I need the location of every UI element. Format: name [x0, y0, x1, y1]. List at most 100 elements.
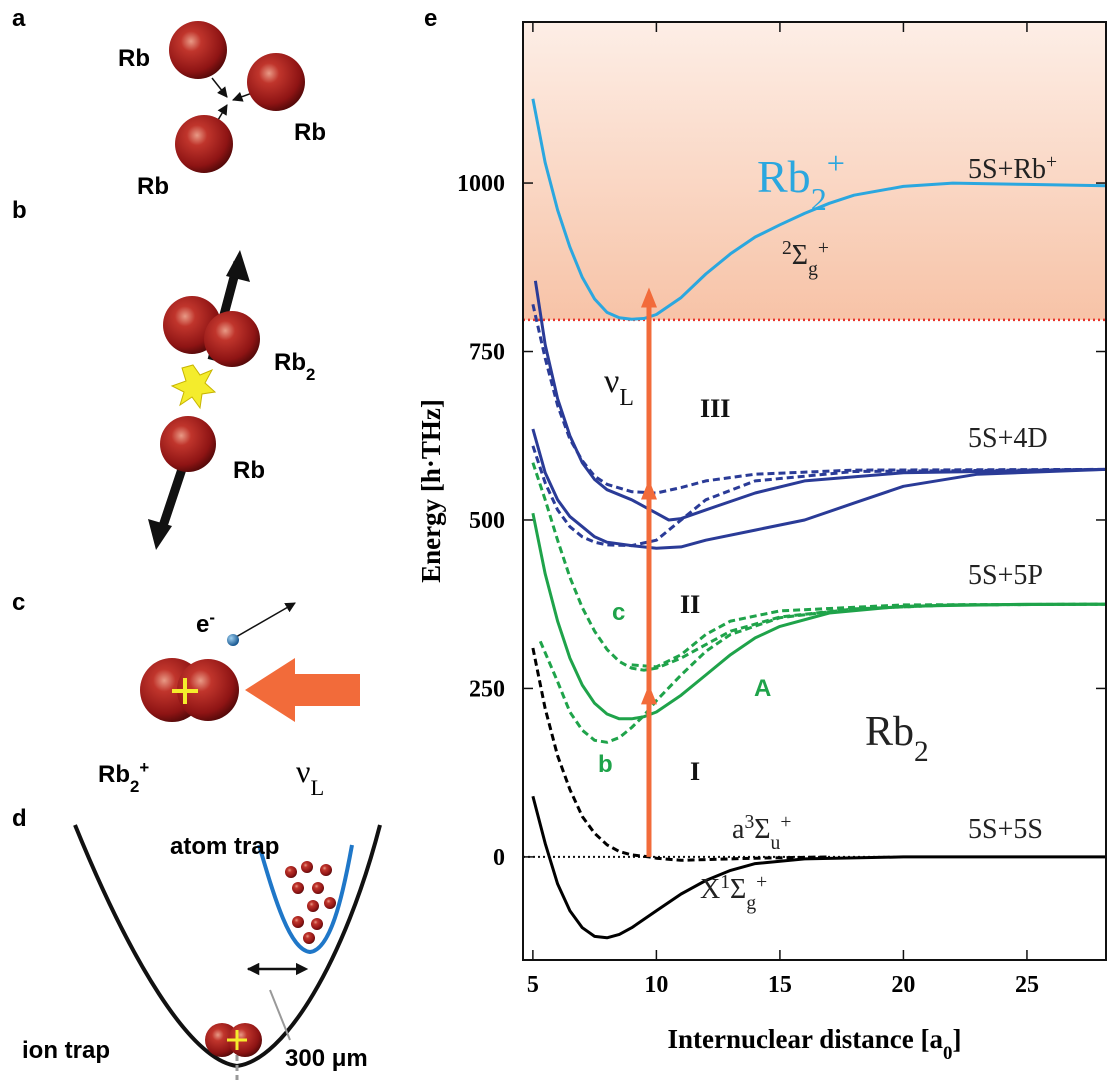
atom — [247, 53, 305, 111]
atom — [160, 416, 216, 472]
arrow — [155, 458, 190, 537]
atom-label: Rb — [294, 119, 326, 146]
annotation: 5S+Rb+ — [968, 152, 1057, 186]
curve — [531, 795, 1106, 940]
atom — [177, 659, 239, 721]
atom-trap-label: atom trap — [170, 833, 279, 860]
text-part: + — [818, 238, 829, 259]
electron-label: e- — [196, 608, 215, 639]
curve — [531, 647, 830, 862]
text-part: Rb — [865, 709, 914, 755]
text-part: 5S+4D — [968, 423, 1048, 454]
curve — [538, 602, 1106, 744]
pointer — [269, 989, 291, 1041]
distance-label: 300 μm — [285, 1045, 368, 1072]
panel-label: d — [12, 805, 27, 832]
text-part: I — [690, 757, 700, 786]
text-part: L — [310, 775, 324, 800]
text-part: ν — [296, 753, 310, 789]
text-part: 2 — [130, 777, 139, 796]
text-part: Internuclear distance [a — [668, 1024, 944, 1054]
annotation: 5S+5P — [968, 560, 1043, 591]
panel-c: e- Rb2+ νL — [98, 602, 360, 800]
annotation: A — [754, 675, 771, 702]
plot-frame — [522, 21, 1107, 961]
annotation: Rb2 — [865, 709, 929, 768]
atom — [204, 311, 260, 367]
ion-label: Rb2+ — [98, 758, 149, 796]
text-part: b — [598, 751, 613, 778]
x-tick-label: 5 — [527, 972, 539, 998]
annotation: a3Σu+ — [732, 812, 791, 854]
atom — [175, 115, 233, 173]
annotation: II — [680, 590, 700, 619]
molecule-label: Rb2 — [274, 349, 315, 384]
text-part: Σ — [754, 814, 770, 845]
curve — [531, 462, 1106, 672]
plus — [227, 1030, 247, 1050]
annotation: X1Σg+ — [700, 872, 767, 914]
text-part: 0 — [943, 1043, 952, 1064]
text-part: ν — [604, 363, 619, 400]
text-part: + — [1046, 152, 1057, 173]
text-part: Σ — [792, 240, 808, 271]
curve — [533, 280, 1106, 522]
curve — [631, 602, 1106, 669]
text-part: ] — [952, 1024, 961, 1054]
text-part: 2 — [811, 181, 827, 217]
text-part: II — [680, 590, 700, 619]
text-part: Rb — [98, 761, 130, 788]
x-axis-label: Internuclear distance [a0] — [668, 1024, 962, 1064]
text-part: 3 — [744, 812, 754, 833]
laser-label: νL — [296, 753, 324, 800]
continuum-region — [523, 22, 1106, 320]
text-part: 5S+5P — [968, 560, 1043, 591]
annotation: b — [598, 751, 613, 778]
text-part: - — [209, 608, 215, 627]
arrowhead — [226, 250, 250, 282]
text-part: A — [754, 675, 771, 702]
curve — [531, 303, 1106, 495]
annotation: I — [690, 757, 700, 786]
text-part: 5S+Rb — [968, 154, 1046, 185]
text-part: 1 — [720, 872, 730, 893]
text-part: + — [827, 145, 845, 181]
panel-label: c — [12, 589, 25, 616]
text-part: III — [700, 394, 730, 423]
text-part: + — [780, 812, 791, 833]
laser-arrowhead — [640, 479, 657, 500]
arrow — [211, 77, 228, 98]
annotation: c — [612, 599, 625, 626]
text-part: + — [756, 872, 767, 893]
atom-label: Rb — [118, 45, 150, 72]
text-part: a — [732, 814, 745, 845]
text-part: g — [808, 259, 818, 280]
y-tick-label: 250 — [469, 676, 505, 702]
y-tick-label: 0 — [493, 845, 505, 871]
annotation: Rb2+ — [757, 145, 845, 217]
x-tick-label: 15 — [768, 972, 792, 998]
text-part: 2 — [306, 365, 315, 384]
curve — [531, 445, 1106, 548]
panel-label: a — [12, 5, 26, 32]
arrow — [217, 104, 228, 121]
ion-trap-label: ion trap — [22, 1037, 110, 1064]
atom-label: Rb — [137, 173, 169, 200]
atom — [169, 21, 227, 79]
text-part: 2 — [782, 238, 792, 259]
text-part: + — [139, 758, 149, 777]
laser-arrowhead — [640, 684, 657, 705]
panel-b: Rb2 Rb — [148, 250, 315, 550]
arrow — [235, 602, 296, 638]
atom-cloud — [285, 861, 336, 944]
x-tick-label: 25 — [1015, 972, 1039, 998]
electron — [227, 634, 239, 646]
annotation: 5S+5S — [968, 814, 1043, 845]
y-axis-label: Energy [h·THz] — [416, 399, 446, 583]
text-part: e — [196, 611, 209, 638]
y-tick-label: 1000 — [457, 171, 505, 197]
atom-label: Rb — [233, 457, 265, 484]
panel-a: Rb Rb Rb — [118, 21, 326, 200]
text-part: u — [771, 833, 781, 854]
